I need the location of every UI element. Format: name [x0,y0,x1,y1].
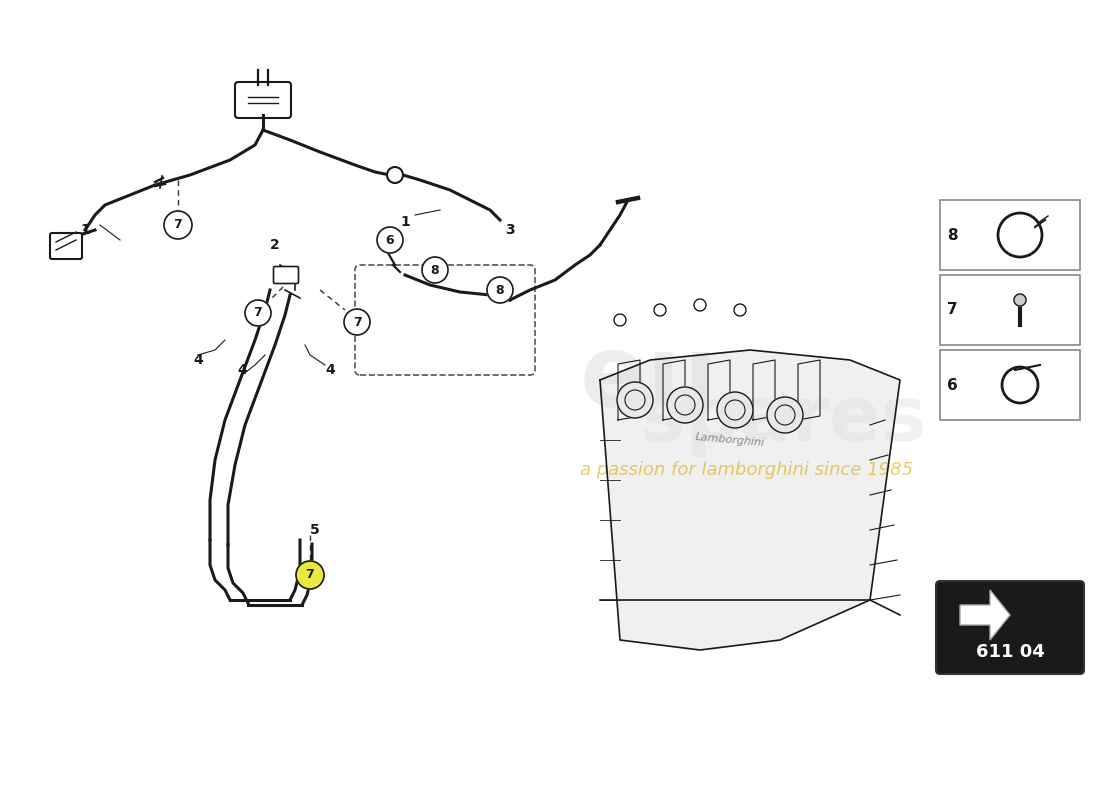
Circle shape [296,561,324,589]
Circle shape [614,314,626,326]
Text: 611 04: 611 04 [976,643,1044,661]
Text: 8: 8 [947,227,957,242]
Circle shape [387,167,403,183]
Text: 4: 4 [238,363,246,377]
Text: 7: 7 [947,302,957,318]
Circle shape [487,277,513,303]
Text: 3: 3 [505,223,515,237]
Circle shape [694,299,706,311]
FancyBboxPatch shape [936,581,1084,674]
Circle shape [245,300,271,326]
Circle shape [667,387,703,423]
Text: 6: 6 [386,234,394,246]
Text: 5: 5 [310,523,320,537]
Text: eu: eu [580,331,719,429]
Text: Lamborghini: Lamborghini [695,432,766,448]
Text: 8: 8 [496,283,504,297]
Circle shape [164,211,192,239]
Polygon shape [600,350,900,650]
Circle shape [654,304,666,316]
Circle shape [617,382,653,418]
Polygon shape [960,590,1010,640]
FancyBboxPatch shape [940,350,1080,420]
FancyBboxPatch shape [235,82,292,118]
Text: spares: spares [640,383,926,457]
Text: 1: 1 [80,223,90,237]
Circle shape [734,304,746,316]
Text: 7: 7 [353,315,362,329]
Text: 1: 1 [400,215,410,229]
Circle shape [422,257,448,283]
Circle shape [767,397,803,433]
Text: 7: 7 [174,218,183,231]
FancyBboxPatch shape [940,200,1080,270]
Text: 4: 4 [194,353,202,367]
Circle shape [344,309,370,335]
Text: 7: 7 [306,569,315,582]
Text: a passion for lamborghini since 1985: a passion for lamborghini since 1985 [580,461,913,479]
Text: 6: 6 [947,378,957,393]
Circle shape [717,392,754,428]
Text: 8: 8 [431,263,439,277]
Text: 4: 4 [326,363,334,377]
Text: 2: 2 [271,238,279,252]
Circle shape [377,227,403,253]
FancyBboxPatch shape [50,233,82,259]
Text: 7: 7 [254,306,263,319]
FancyBboxPatch shape [274,266,298,283]
Circle shape [1014,294,1026,306]
FancyBboxPatch shape [940,275,1080,345]
